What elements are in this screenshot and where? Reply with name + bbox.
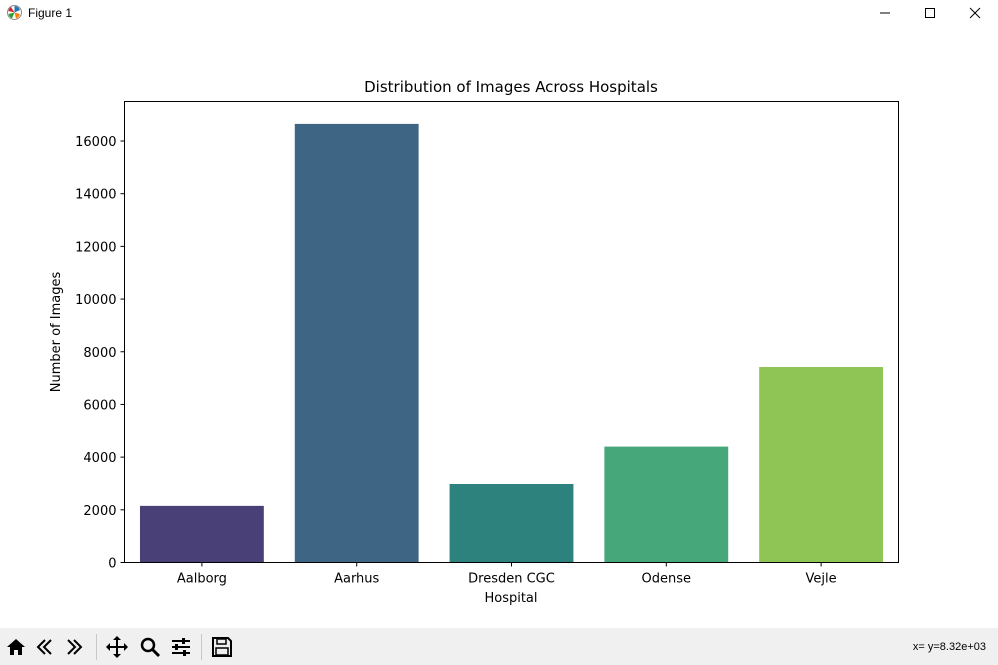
y-tick-label: 4000 — [83, 451, 116, 466]
bar-aalborg — [139, 505, 264, 563]
y-tick-label: 6000 — [83, 398, 116, 413]
back-button[interactable] — [31, 634, 57, 660]
maximize-icon — [925, 8, 935, 18]
x-tick-label: Dresden CGC — [468, 572, 555, 587]
maximize-button[interactable] — [907, 0, 953, 26]
home-button[interactable] — [3, 634, 29, 660]
cursor-coordinates: x= y=8.32e+03 — [912, 641, 986, 653]
close-button[interactable] — [952, 0, 998, 26]
minimize-icon — [880, 12, 890, 14]
window-title: Figure 1 — [28, 6, 73, 20]
bar-vejle — [759, 367, 884, 563]
y-tick-label: 12000 — [75, 240, 116, 255]
x-tick-label: Vejle — [806, 572, 837, 587]
pan-icon — [106, 636, 128, 658]
y-tick-label: 10000 — [75, 293, 116, 308]
close-icon — [969, 7, 981, 19]
back-icon — [36, 639, 52, 655]
zoom-icon — [140, 637, 161, 658]
chart-title: Distribution of Images Across Hospitals — [364, 78, 658, 96]
minimize-button[interactable] — [862, 0, 908, 26]
matplotlib-app-icon — [7, 5, 22, 20]
x-axis-label: Hospital — [484, 591, 537, 606]
y-tick-label: 2000 — [83, 504, 116, 519]
figure-canvas[interactable]: Distribution of Images Across Hospitals … — [0, 26, 998, 628]
forward-icon — [67, 639, 83, 655]
toolbar-separator — [201, 634, 202, 660]
home-icon — [7, 639, 25, 655]
y-tick-label: 8000 — [83, 346, 116, 361]
y-tick-label: 14000 — [75, 188, 116, 203]
save-icon — [212, 637, 232, 657]
save-button[interactable] — [209, 634, 235, 660]
y-tick-label: 0 — [108, 557, 116, 572]
bar-chart: Distribution of Images Across Hospitals … — [49, 78, 899, 606]
pan-button[interactable] — [104, 634, 130, 660]
bar-aarhus — [294, 123, 419, 563]
configure-subplots-icon — [172, 638, 190, 656]
window-titlebar: Figure 1 — [0, 0, 998, 26]
toolbar-separator — [96, 634, 97, 660]
x-tick-label: Odense — [642, 572, 692, 587]
zoom-button[interactable] — [137, 634, 163, 660]
y-axis-label: Number of Images — [49, 272, 64, 393]
y-tick-label: 16000 — [75, 135, 116, 150]
x-tick-label: Aalborg — [177, 572, 227, 587]
bar-dresden-cgc — [449, 483, 574, 563]
forward-button[interactable] — [62, 634, 88, 660]
x-tick-label: Aarhus — [334, 572, 379, 587]
bar-odense — [604, 446, 729, 563]
navigation-toolbar: x= y=8.32e+03 — [0, 628, 998, 665]
configure-subplots-button[interactable] — [168, 634, 194, 660]
